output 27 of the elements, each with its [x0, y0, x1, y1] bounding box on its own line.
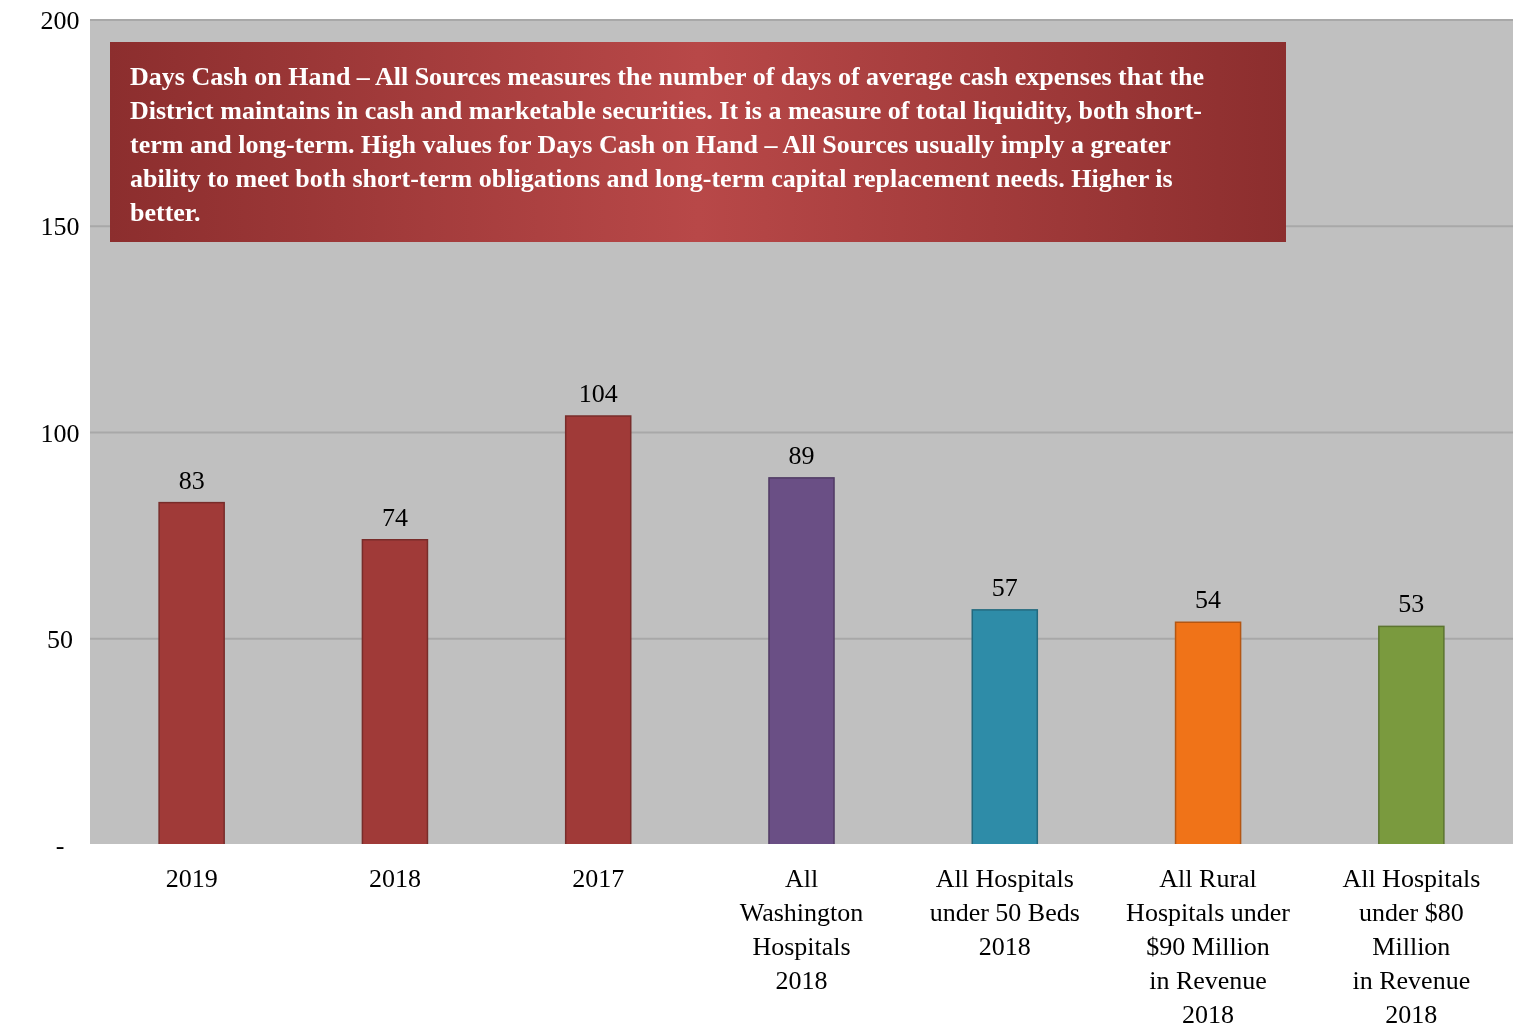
bar [158, 501, 225, 846]
bar [971, 609, 1039, 846]
y-tick-label: 200 [40, 6, 80, 35]
data-label: 83 [178, 465, 205, 495]
x-tick-label: All Hospitals under 50 Beds 2018 [929, 864, 1080, 961]
bar [768, 477, 835, 846]
bar [1174, 621, 1242, 846]
y-tick-label: 150 [40, 212, 80, 242]
x-tick-label: 2019 [165, 864, 218, 893]
x-tick-label: All Rural Hospitals under $90 Million in Revenue 2018 [1126, 864, 1291, 1029]
data-label: 89 [788, 440, 815, 470]
note-box: Days Cash on Hand – All Sources measures the number of days of average cash expenses that the District maintains in cash and marketable securities. It is a measure of total liquidity, both short-term and long-term. High values for Days Cash on Hand – All Sources usually imply a greater ability to meet both short-term obligations and long-term capital replacement needs. Higher is better. [110, 42, 1286, 242]
y-tick-label: 100 [40, 418, 80, 448]
x-tick-label: All Washington Hospitals 2018 [739, 864, 864, 995]
data-label: 54 [1195, 585, 1222, 615]
y-tick-label: 50 [47, 624, 73, 654]
y-tick-label: - [55, 831, 65, 860]
data-label: 57 [991, 572, 1018, 602]
data-label: 104 [578, 379, 618, 408]
x-tick-label: All Hospitals under $80 Million in Revenue 2018 [1342, 864, 1481, 1029]
data-label: 53 [1398, 589, 1425, 619]
x-tick-label: 2018 [368, 864, 421, 893]
data-label: 74 [381, 502, 408, 532]
x-tick-label: 2017 [572, 864, 625, 893]
bar [1378, 625, 1445, 846]
bar [361, 539, 429, 846]
bar [564, 415, 632, 846]
